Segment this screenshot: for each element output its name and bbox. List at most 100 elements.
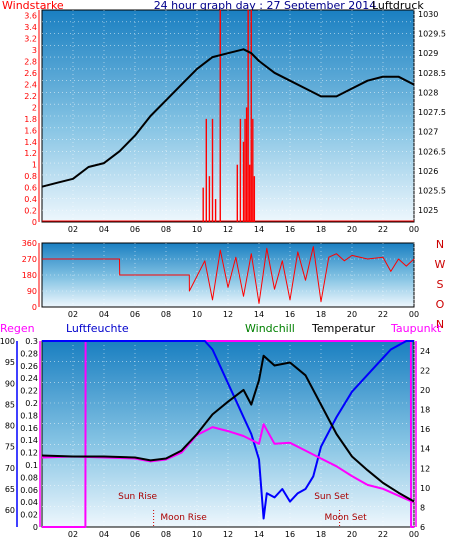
rain-tick-label: 0.22 [20,387,38,396]
series-label: Luftfeuchte [66,322,129,335]
humidity-x-tick-label: 18 [316,530,326,539]
wind-x-tick-label: 20 [347,225,357,234]
pressure-tick-label: 1026.5 [418,147,446,156]
humidity-x-tick-label: 06 [130,530,140,539]
wind-tick-label: 2.4 [24,80,37,89]
series-label: Taupunkt [390,322,442,335]
compass-label: S [437,278,444,291]
humidity-x-tick-label: 04 [99,530,109,539]
temp-tick-label: 24 [420,347,430,356]
wind-tick-label: 1 [32,161,37,170]
wind-tick-label: 3.2 [24,35,37,44]
humidity-x-tick-label: 08 [161,530,171,539]
humidity-x-tick-label: 02 [68,530,78,539]
direction-tick-label: 270 [22,255,37,264]
direction-x-tick-label: 04 [99,310,109,319]
pressure-tick-label: 1030 [418,10,438,19]
humidity-tick-label: 90 [5,379,15,388]
direction-x-tick-label: 22 [378,310,388,319]
humidity-temperature-grid [42,341,415,527]
humidity-tick-label: 80 [5,422,15,431]
rain-tick-label: 0.3 [25,337,38,346]
rain-tick-label: 0.16 [20,424,38,433]
wind-tick-label: 1.8 [24,115,37,124]
direction-tick-label: 90 [27,287,37,296]
temperature-line [41,354,415,503]
event-annotation: Sun Rise [118,492,157,502]
humidity-x-tick-label: 14 [254,530,264,539]
wind-tick-label: 0.6 [24,184,37,193]
pressure-tick-label: 1027 [418,128,438,137]
wind-x-tick-label: 02 [68,225,78,234]
event-annotation: Sun Set [314,492,349,502]
direction-tick-label: 180 [22,271,37,280]
wind-tick-label: 0 [32,218,37,227]
rain-tick-label: 0.14 [20,436,38,445]
temp-tick-label: 8 [420,503,425,512]
humidity-tick-label: 65 [5,485,15,494]
wind-x-tick-label: 12 [223,225,233,234]
wind-tick-label: 2.8 [24,58,37,67]
rain-tick-label: 0.26 [20,362,38,371]
compass-label: N [436,238,444,251]
direction-x-tick-label: 14 [254,310,264,319]
series-label: Windchill [245,322,295,335]
temp-tick-label: 14 [420,445,430,454]
wind-x-tick-label: 10 [192,225,202,234]
rain-line [42,340,414,528]
wind-tick-label: 3.6 [24,12,37,21]
humidity-line [42,340,414,520]
wind-x-tick-label: 04 [99,225,109,234]
direction-x-tick-label: 20 [347,310,357,319]
humidity-x-tick-label: 16 [285,530,295,539]
wind-axis-title: Windstarke [2,0,64,12]
temp-tick-label: 16 [420,425,430,434]
pressure-tick-label: 1029 [418,49,438,58]
wind-x-tick-label: 00 [409,225,419,234]
wind-tick-label: 0.2 [24,207,37,216]
temp-tick-label: 10 [420,484,430,493]
direction-tick-label: 360 [22,239,37,248]
humidity-tick-label: 85 [5,400,15,409]
pressure-axis-title: Luftdruck [372,0,424,12]
direction-x-tick-label: 08 [161,310,171,319]
pressure-tick-label: 1026 [418,167,438,176]
rain-tick-label: 0.1 [25,461,38,470]
rain-tick-label: 0.02 [20,511,38,520]
wind-tick-label: 1.6 [24,126,37,135]
pressure-tick-label: 1028.5 [418,69,446,78]
wind-x-tick-label: 22 [378,225,388,234]
compass-label: O [436,298,445,311]
pressure-tick-label: 1025.5 [418,187,446,196]
humidity-x-tick-label: 00 [409,530,419,539]
rain-tick-label: 0 [33,523,38,532]
rain-tick-label: 0.06 [20,486,38,495]
humidity-x-tick-label: 22 [378,530,388,539]
pressure-tick-label: 1025 [418,206,438,215]
wind-tick-label: 0.8 [24,172,37,181]
temp-tick-label: 22 [420,366,430,375]
compass-label: W [435,258,446,271]
wind-tick-label: 2 [32,103,37,112]
pressure-line [41,48,415,188]
humidity-tick-label: 60 [5,506,15,515]
wind-tick-label: 3 [32,46,37,55]
humidity-tick-label: 75 [5,443,15,452]
temp-tick-label: 12 [420,464,430,473]
rain-tick-label: 0.28 [20,349,38,358]
direction-x-tick-label: 18 [316,310,326,319]
wind-x-tick-label: 18 [316,225,326,234]
humidity-tick-label: 95 [5,358,15,367]
direction-x-tick-label: 12 [223,310,233,319]
chart-title: 24 hour graph day : 27 September 2014 [154,0,377,12]
pressure-tick-label: 1028 [418,88,438,97]
wind-direction-line [42,246,415,304]
event-annotation: Moon Set [325,513,368,523]
wind-tick-label: 1.4 [24,138,37,147]
wind-pressure-grid [42,10,415,222]
direction-x-tick-label: 06 [130,310,140,319]
direction-x-tick-label: 00 [409,310,419,319]
wind-tick-label: 2.6 [24,69,37,78]
rain-tick-label: 0.24 [20,374,38,383]
wind-x-tick-label: 16 [285,225,295,234]
